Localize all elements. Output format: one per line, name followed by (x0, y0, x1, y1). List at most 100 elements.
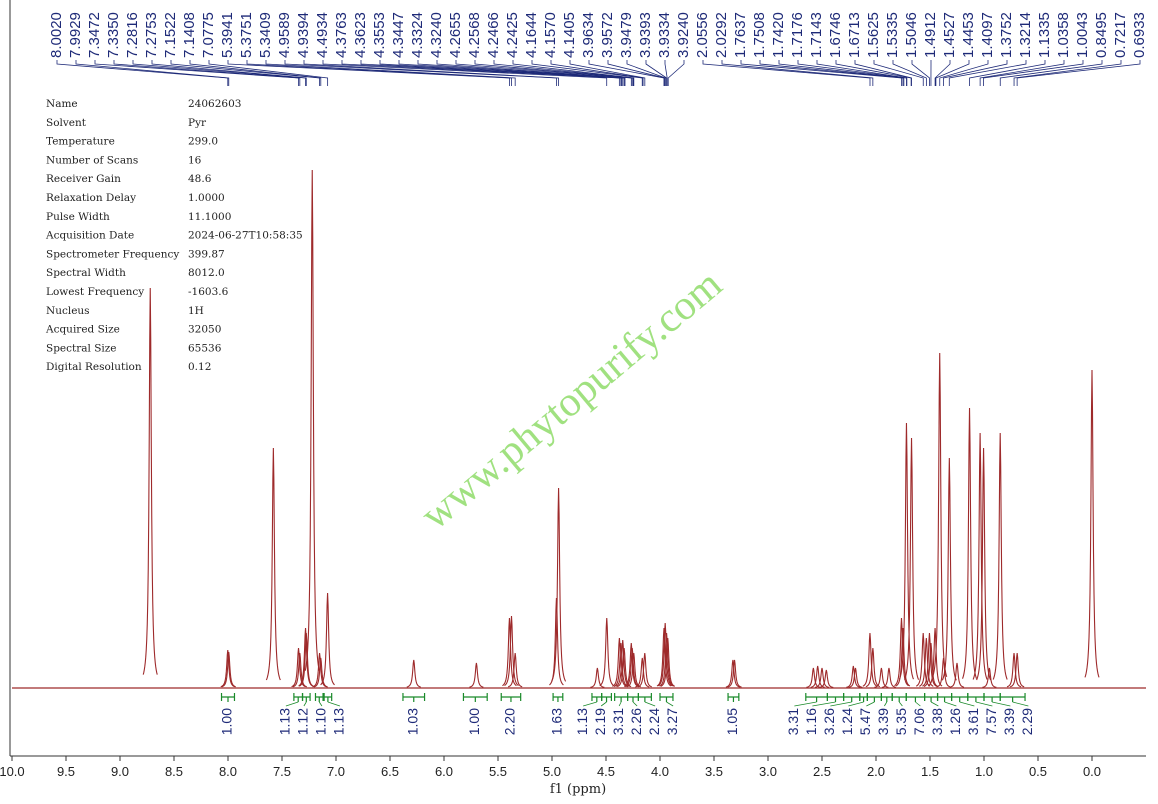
peak (304, 169, 320, 671)
peak (976, 447, 992, 681)
integral-bracket (627, 693, 639, 702)
integral-leader (992, 701, 1011, 707)
integral-leader (848, 701, 864, 707)
peak (936, 657, 951, 688)
peak-label: 5.3409 (257, 12, 274, 58)
peak-label: 7.0775 (200, 12, 217, 58)
peak (220, 649, 235, 688)
peak-label: 4.3324 (409, 12, 426, 58)
peak-label: 1.4527 (941, 12, 958, 58)
integral-bracket (843, 693, 861, 702)
peak-label: 4.9394 (295, 12, 312, 58)
integral-leader (618, 701, 622, 707)
peak-leader (550, 60, 644, 86)
peak-leader (284, 60, 557, 86)
peak-leader (265, 60, 516, 86)
integral-leader (1012, 701, 1029, 707)
integral-label: 1.03 (404, 708, 420, 735)
integral-bracket (402, 693, 426, 702)
peak (949, 662, 965, 688)
integral-leader (915, 701, 921, 707)
integral-label: 3.31 (785, 708, 801, 735)
integral-bracket (637, 693, 652, 702)
peak-leader (455, 60, 632, 86)
peak (1006, 652, 1022, 688)
peak-leader (969, 60, 1046, 86)
integral-bracket (323, 693, 333, 702)
peak-label: 7.3350 (105, 12, 122, 58)
peak-leader (170, 60, 320, 86)
param-value: 1.0000 (188, 192, 225, 204)
peak (727, 659, 742, 688)
integral-bracket (614, 693, 629, 702)
peak-label: 1.3752 (998, 12, 1015, 58)
integral-label: 7.57 (983, 708, 999, 735)
peak (972, 432, 988, 680)
peak-label: 1.5335 (884, 12, 901, 58)
peak (874, 667, 889, 688)
peak-leader (113, 60, 301, 86)
peak-leader (398, 60, 624, 86)
peak (637, 652, 652, 688)
peak-label: 7.2816 (124, 12, 141, 58)
integral-leader (959, 701, 975, 707)
integral-label: 1.24 (839, 708, 855, 735)
peak (1009, 652, 1025, 688)
peak-label: 8.0020 (48, 12, 65, 58)
peak (848, 667, 863, 688)
param-name: Lowest Frequency (46, 286, 144, 298)
param-value: 32050 (188, 324, 221, 336)
peak-label: 4.3447 (390, 12, 407, 58)
peak-label: 1.6713 (846, 12, 863, 58)
peak-leader (360, 60, 622, 86)
param-value: 65536 (188, 342, 222, 354)
peak-leader (778, 60, 905, 86)
integral-leader (583, 701, 597, 707)
peak-leader (246, 60, 512, 86)
peak (507, 652, 523, 688)
param-name: Acquisition Date (45, 230, 134, 242)
x-axis-title: f1 (ppm) (550, 782, 606, 797)
param-name: Spectral Size (46, 342, 117, 354)
x-tick-label: 3.5 (705, 764, 723, 779)
peak-leader (493, 60, 634, 86)
peak-label: 1.7508 (751, 12, 768, 58)
peak-label: 3.9334 (656, 12, 673, 58)
integral-bracket (314, 693, 324, 702)
integral-label: 5.47 (857, 708, 873, 735)
peak-label: 7.9929 (67, 12, 84, 58)
integral-leader (794, 701, 817, 707)
integral-label: 3.39 (1001, 708, 1017, 735)
peak-leader (569, 60, 646, 86)
integral-label: 1.05 (724, 708, 740, 735)
integral-leader (812, 701, 836, 707)
peak (814, 667, 830, 688)
peak (915, 632, 931, 687)
peak-leader (759, 60, 904, 86)
peak-label: 4.1405 (561, 12, 578, 58)
peak-label: 4.3553 (371, 12, 388, 58)
peak-label: 7.1522 (162, 12, 179, 58)
param-name: Number of Scans (46, 154, 138, 166)
peak-label: 0.7217 (1112, 12, 1129, 58)
param-name: Name (46, 98, 78, 110)
integral-bracket (859, 693, 868, 702)
x-tick-label: 8.5 (165, 764, 183, 779)
peak (292, 652, 308, 688)
peak-leader (943, 60, 1008, 86)
integral-leader (600, 701, 607, 707)
peak-label: 3.9479 (618, 12, 635, 58)
x-tick-label: 6.0 (435, 764, 453, 779)
peak-leader (208, 60, 329, 86)
peak (657, 622, 673, 687)
x-tick-label: 1.5 (921, 764, 939, 779)
peak (898, 422, 914, 680)
integral-bracket (826, 693, 845, 702)
peak-leader (588, 60, 665, 86)
peak-label: 3.9572 (599, 12, 616, 58)
integral-bracket (891, 693, 907, 702)
x-tick-label: 5.5 (489, 764, 507, 779)
integral-bracket (866, 693, 882, 702)
peak (922, 632, 937, 687)
peak (881, 667, 897, 688)
